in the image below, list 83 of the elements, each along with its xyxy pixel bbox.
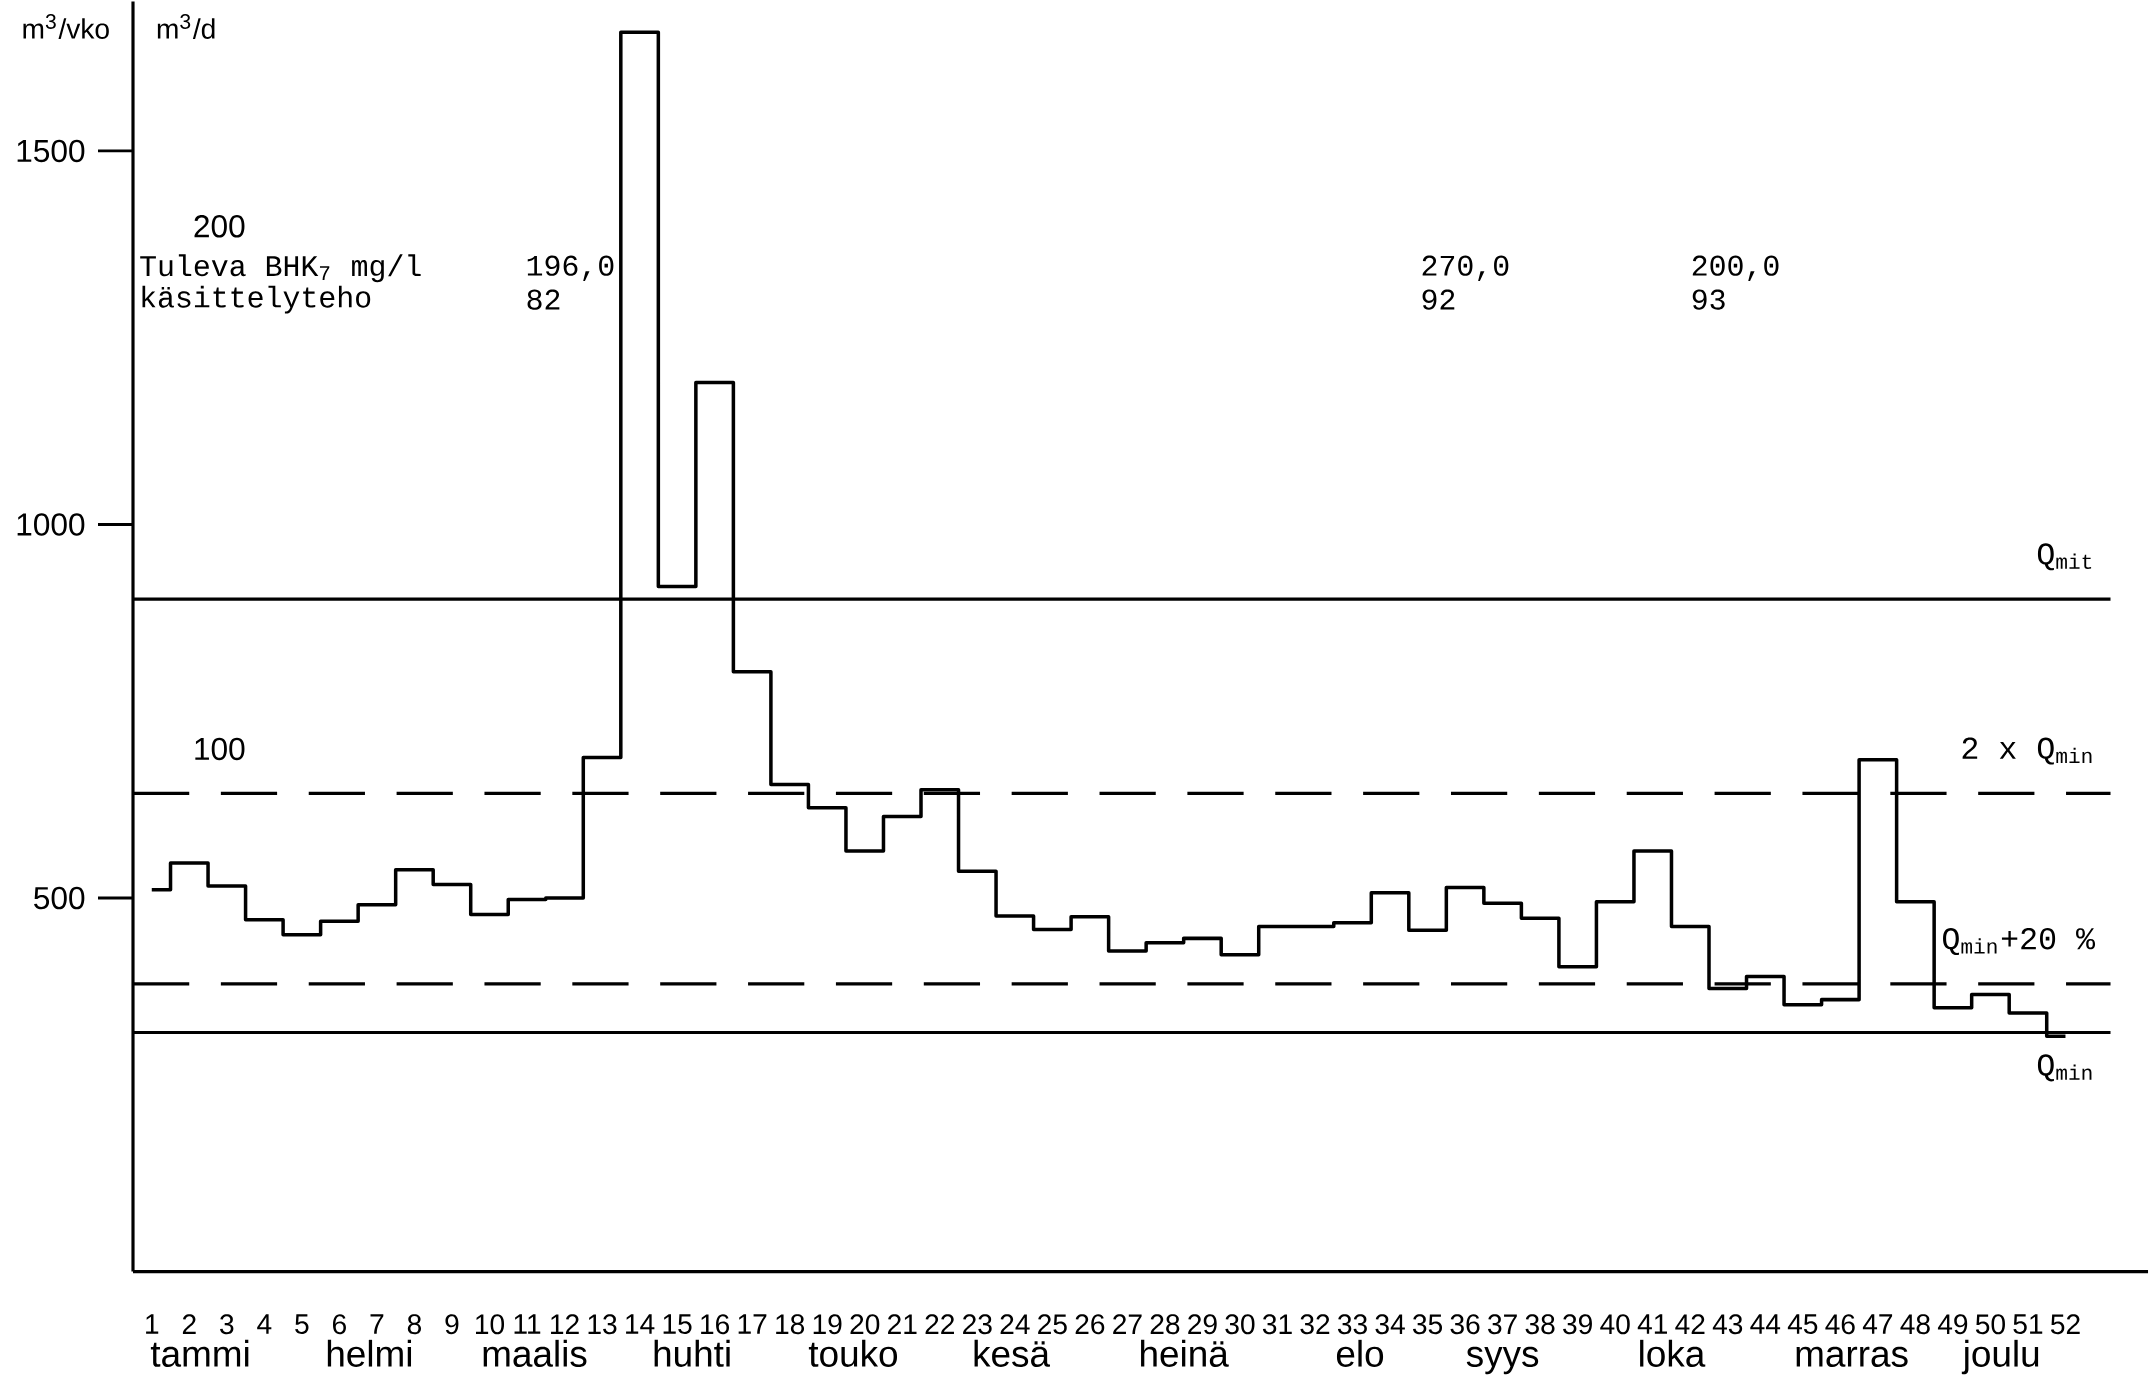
- x-tick-label: 18: [776, 1314, 805, 1335]
- x-tick-label: 49: [1937, 1314, 1968, 1335]
- text: maalis: [483, 1340, 587, 1368]
- text: tammi: [150, 1340, 249, 1368]
- text: helmi: [327, 1340, 412, 1368]
- x-tick-label: 47: [1862, 1314, 1893, 1334]
- x-tick-label: 4: [257, 1314, 272, 1334]
- text: heinä: [1141, 1340, 1229, 1368]
- x-tick-label: 40: [1600, 1314, 1630, 1335]
- x-tick-label: 11: [514, 1314, 541, 1334]
- x-tick-label: 17: [738, 1314, 767, 1334]
- x-tick-label: 12: [551, 1314, 579, 1335]
- x-tick-label: 26: [1075, 1314, 1105, 1335]
- y-axis-title: m$^{3}$/vko: [23, 14, 109, 40]
- y2-axis-title: m$^{3}$/d: [157, 14, 215, 40]
- annotation: 82: [527, 289, 560, 310]
- x-tick-label: 13: [588, 1314, 617, 1335]
- x-tick-label: 35: [1412, 1314, 1443, 1335]
- text: touko: [808, 1340, 898, 1368]
- x-tick-label: 34: [1375, 1314, 1405, 1335]
- annotation: 270,0: [1422, 255, 1509, 282]
- x-tick-label: 43: [1712, 1314, 1743, 1335]
- text: joulu: [1961, 1340, 2039, 1375]
- ref-line-label: Q$_{min}$+20 %: [1943, 928, 2096, 956]
- x-tick-label: 50: [1975, 1314, 2005, 1335]
- x-tick-label: 25: [1038, 1314, 1067, 1335]
- ref-line-label: 2 x Q$_{min}$: [1962, 737, 2092, 765]
- x-tick-label: 5: [295, 1314, 309, 1335]
- x-tick-label: 24: [1000, 1314, 1030, 1335]
- text: elo: [1336, 1340, 1384, 1368]
- x-tick-label: 48: [1900, 1314, 1930, 1335]
- x-tick-label: 9: [445, 1314, 459, 1335]
- x-tick-label: 30: [1225, 1314, 1255, 1335]
- x-tick-label: 10: [476, 1314, 505, 1335]
- annotation: Tuleva BHK$_{7}$ mg/l: [140, 254, 421, 283]
- x-tick-label: 19: [813, 1314, 842, 1335]
- annotation: käsittelyteho: [142, 285, 371, 314]
- x-tick-label: 45: [1787, 1314, 1818, 1335]
- annotation: 93: [1692, 289, 1725, 310]
- x-tick-label: 41: [1637, 1314, 1667, 1334]
- x-tick-label: 39: [1563, 1314, 1592, 1335]
- text: syys: [1466, 1346, 1539, 1375]
- y-tick-label: 500: [34, 887, 85, 910]
- x-tick-label: 32: [1300, 1314, 1330, 1335]
- x-tick-label: 20: [850, 1314, 880, 1335]
- x-tick-label: 42: [1675, 1314, 1705, 1335]
- annotation: 196,0: [527, 255, 614, 282]
- x-tick-label: 51: [2013, 1314, 2043, 1335]
- ref-line-label: Q$_{mit}$: [2037, 543, 2092, 571]
- x-tick-label: 37: [1488, 1314, 1517, 1335]
- x-tick-label: 16: [701, 1314, 730, 1335]
- annotation: 200,0: [1692, 255, 1779, 282]
- text: loka: [1640, 1340, 1706, 1368]
- y-tick-label: 1000: [17, 513, 85, 536]
- y2-tick-label: 100: [195, 737, 245, 761]
- x-tick-label: 33: [1337, 1314, 1367, 1335]
- x-tick-label: 52: [2050, 1314, 2080, 1335]
- text: marras: [1796, 1346, 1908, 1368]
- x-tick-label: 21: [888, 1314, 917, 1335]
- x-tick-label: 31: [1262, 1314, 1292, 1335]
- x-tick-label: 14: [626, 1314, 655, 1334]
- x-tick-label: 6: [333, 1314, 346, 1335]
- x-tick-label: 27: [1113, 1314, 1142, 1335]
- y2-tick-label: 200: [194, 215, 245, 238]
- text: huhti: [654, 1340, 730, 1368]
- x-tick-label: 23: [963, 1314, 992, 1335]
- x-tick-label: 15: [663, 1314, 692, 1335]
- x-tick-label: 44: [1750, 1314, 1781, 1334]
- annotation: 92: [1422, 289, 1455, 310]
- ref-line-label: Q$_{min}$: [2037, 1054, 2092, 1082]
- x-tick-label: 29: [1188, 1314, 1217, 1335]
- x-tick-label: 2: [182, 1314, 196, 1335]
- x-tick-label: 36: [1450, 1314, 1480, 1335]
- text: kesä: [974, 1340, 1051, 1368]
- x-tick-label: 46: [1825, 1314, 1855, 1335]
- x-tick-label: 7: [370, 1314, 384, 1334]
- y-tick-label: 1500: [17, 139, 85, 163]
- x-tick-label: 38: [1525, 1314, 1555, 1335]
- x-tick-label: 28: [1150, 1314, 1180, 1335]
- x-tick-label: 1: [146, 1314, 159, 1334]
- x-tick-label: 3: [220, 1314, 234, 1335]
- x-tick-label: 22: [925, 1314, 954, 1335]
- x-tick-label: 8: [407, 1314, 422, 1335]
